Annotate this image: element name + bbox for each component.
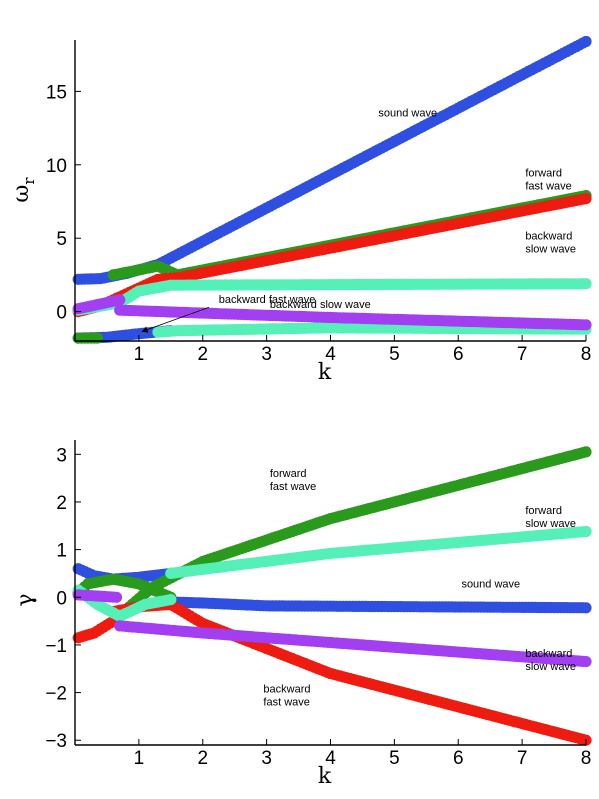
annotation-line: backward <box>525 231 572 243</box>
annotation-line: slow wave <box>525 244 576 256</box>
x-tick-label: 7 <box>517 748 528 769</box>
x-tick-label: 4 <box>325 344 336 365</box>
x-tick-label: 3 <box>261 748 272 769</box>
annotation: sound wave <box>461 579 520 591</box>
x-tick-label: 7 <box>517 344 528 365</box>
annotation: forward slow wave <box>525 505 576 530</box>
data-point <box>580 35 592 48</box>
annotation-line: fast wave <box>270 481 316 493</box>
annotation: backward fast wave <box>263 684 310 709</box>
annotation-line: slow wave <box>525 661 576 673</box>
annotation-line: forward <box>270 468 307 480</box>
data-point <box>580 602 592 614</box>
data-point <box>580 446 592 458</box>
x-tick-label: 6 <box>453 344 464 365</box>
y-tick-label: 10 <box>46 156 67 177</box>
y-tick-label: 0 <box>56 588 67 609</box>
data-point <box>580 656 592 668</box>
x-tick-label: 2 <box>197 344 208 365</box>
series-4 <box>107 190 592 281</box>
y-tick-label: 5 <box>56 229 67 250</box>
series-6 <box>107 598 592 746</box>
x-tick-label: 8 <box>581 344 592 365</box>
x-axis-label: k <box>318 360 332 385</box>
x-tick-label: 6 <box>453 748 464 769</box>
y-tick-label: 3 <box>56 445 67 466</box>
y-tick-label: 0 <box>56 303 67 324</box>
annotation: backward slow wave <box>525 231 576 256</box>
x-tick-label: 2 <box>197 748 208 769</box>
annotation: forward fast wave <box>525 168 571 193</box>
y-tick-label: 15 <box>46 82 67 103</box>
annotation-line: fast wave <box>263 697 309 709</box>
series-8 <box>114 594 177 622</box>
x-tick-label: 4 <box>325 748 336 769</box>
y-axis-label-subscript: r <box>20 177 38 185</box>
data-point <box>580 193 592 205</box>
annotation-line: forward <box>525 505 562 517</box>
x-axis-label: k <box>318 764 332 789</box>
y-tick-label: 1 <box>56 541 67 562</box>
annotation-line: backward slow wave <box>270 299 371 311</box>
annotation-line: backward <box>525 648 572 660</box>
annotation-line: fast wave <box>525 181 571 193</box>
data-point <box>110 591 123 603</box>
chart-1: 1 2 3 4 5 6 7 8 0 5 10 15 k ωr sound wave forward fast w… <box>9 35 592 385</box>
annotation-line: backward fast wave <box>219 294 316 306</box>
annotation: sound wave <box>378 107 437 119</box>
series-4 <box>123 446 592 613</box>
data-point <box>91 332 103 344</box>
annotation-arrow <box>141 306 210 333</box>
y-axis-label: γ <box>13 593 38 606</box>
annotation-line: forward <box>525 168 562 180</box>
x-tick-label: 5 <box>389 344 400 365</box>
data-point <box>580 278 592 290</box>
x-tick-label: 8 <box>581 748 592 769</box>
y-axis-label: ωr <box>9 177 38 203</box>
series-9 <box>165 525 592 580</box>
y-tick-label: −2 <box>45 684 67 705</box>
series-11 <box>114 620 592 668</box>
annotation-line: sound wave <box>461 579 520 591</box>
data-point <box>165 594 177 606</box>
annotation: backward slow wave <box>525 648 576 673</box>
annotation-line: slow wave <box>525 518 576 530</box>
annotation: backward fast wave <box>219 294 316 306</box>
data-point <box>580 525 592 538</box>
y-tick-label: 2 <box>56 493 67 514</box>
series-2 <box>165 596 592 614</box>
series-3 <box>72 332 103 344</box>
data-point <box>580 319 592 331</box>
y-tick-label: −1 <box>45 636 67 657</box>
x-tick-label: 5 <box>389 748 400 769</box>
x-tick-label: 1 <box>134 748 145 769</box>
x-tick-label: 1 <box>134 344 145 365</box>
series-8 <box>72 294 126 315</box>
series-5 <box>72 615 119 644</box>
annotation-line: sound wave <box>378 107 437 119</box>
y-tick-label: −3 <box>45 731 67 752</box>
series-6 <box>72 278 592 316</box>
annotation-line: backward <box>263 684 310 696</box>
series-10 <box>72 589 123 603</box>
x-tick-label: 3 <box>261 344 272 365</box>
annotation: backward slow wave <box>270 299 371 311</box>
series-9 <box>114 304 592 331</box>
data-point <box>114 294 126 306</box>
annotation: forward fast wave <box>270 468 316 493</box>
